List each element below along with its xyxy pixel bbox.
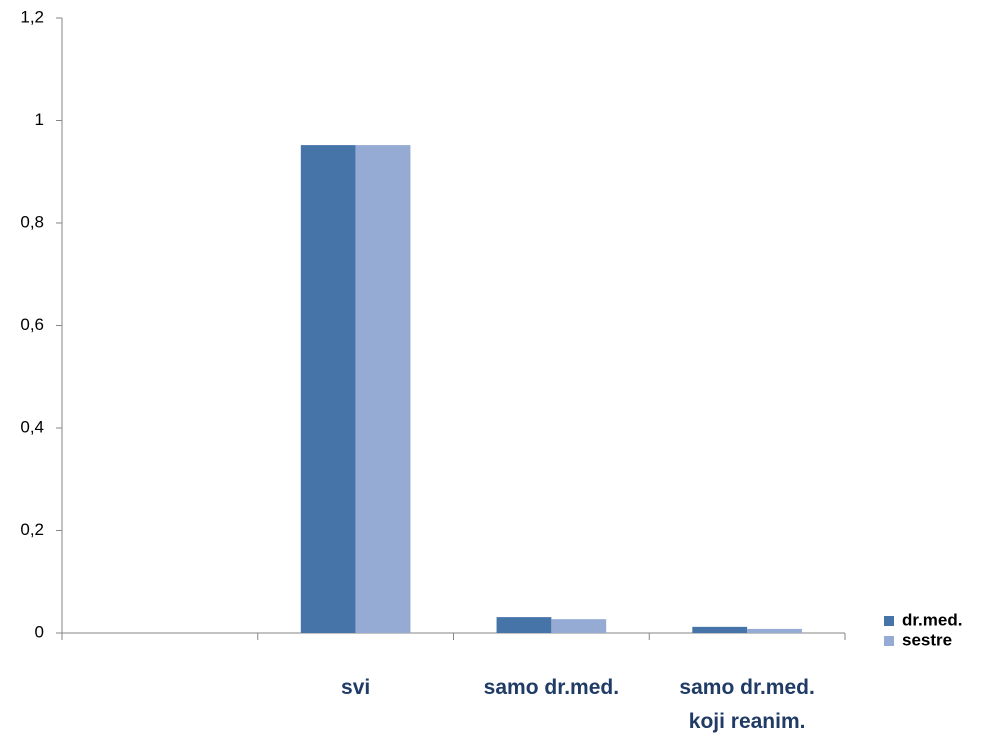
bar — [747, 628, 802, 633]
x-tick-label: samo dr.med. — [484, 676, 619, 699]
legend-swatch — [884, 616, 894, 626]
legend-label: dr.med. — [902, 610, 962, 629]
y-tick-label: 0,6 — [20, 315, 44, 334]
legend-label: sestre — [902, 630, 952, 649]
bar — [692, 626, 748, 633]
y-tick-label: 1 — [35, 110, 44, 129]
x-tick-label: samo dr.med. koji reanim. — [679, 676, 814, 733]
y-tick-label: 0,2 — [20, 520, 44, 539]
y-tick-label: 1,2 — [20, 7, 44, 26]
bar — [300, 145, 356, 633]
x-tick-label: svi — [341, 676, 370, 699]
bar — [355, 145, 411, 633]
y-tick-label: 0,4 — [20, 417, 44, 436]
y-tick-label: 0,8 — [20, 212, 44, 231]
y-tick-label: 0 — [35, 622, 44, 641]
bar — [496, 617, 552, 633]
bar — [551, 619, 607, 633]
legend-swatch — [884, 636, 894, 646]
